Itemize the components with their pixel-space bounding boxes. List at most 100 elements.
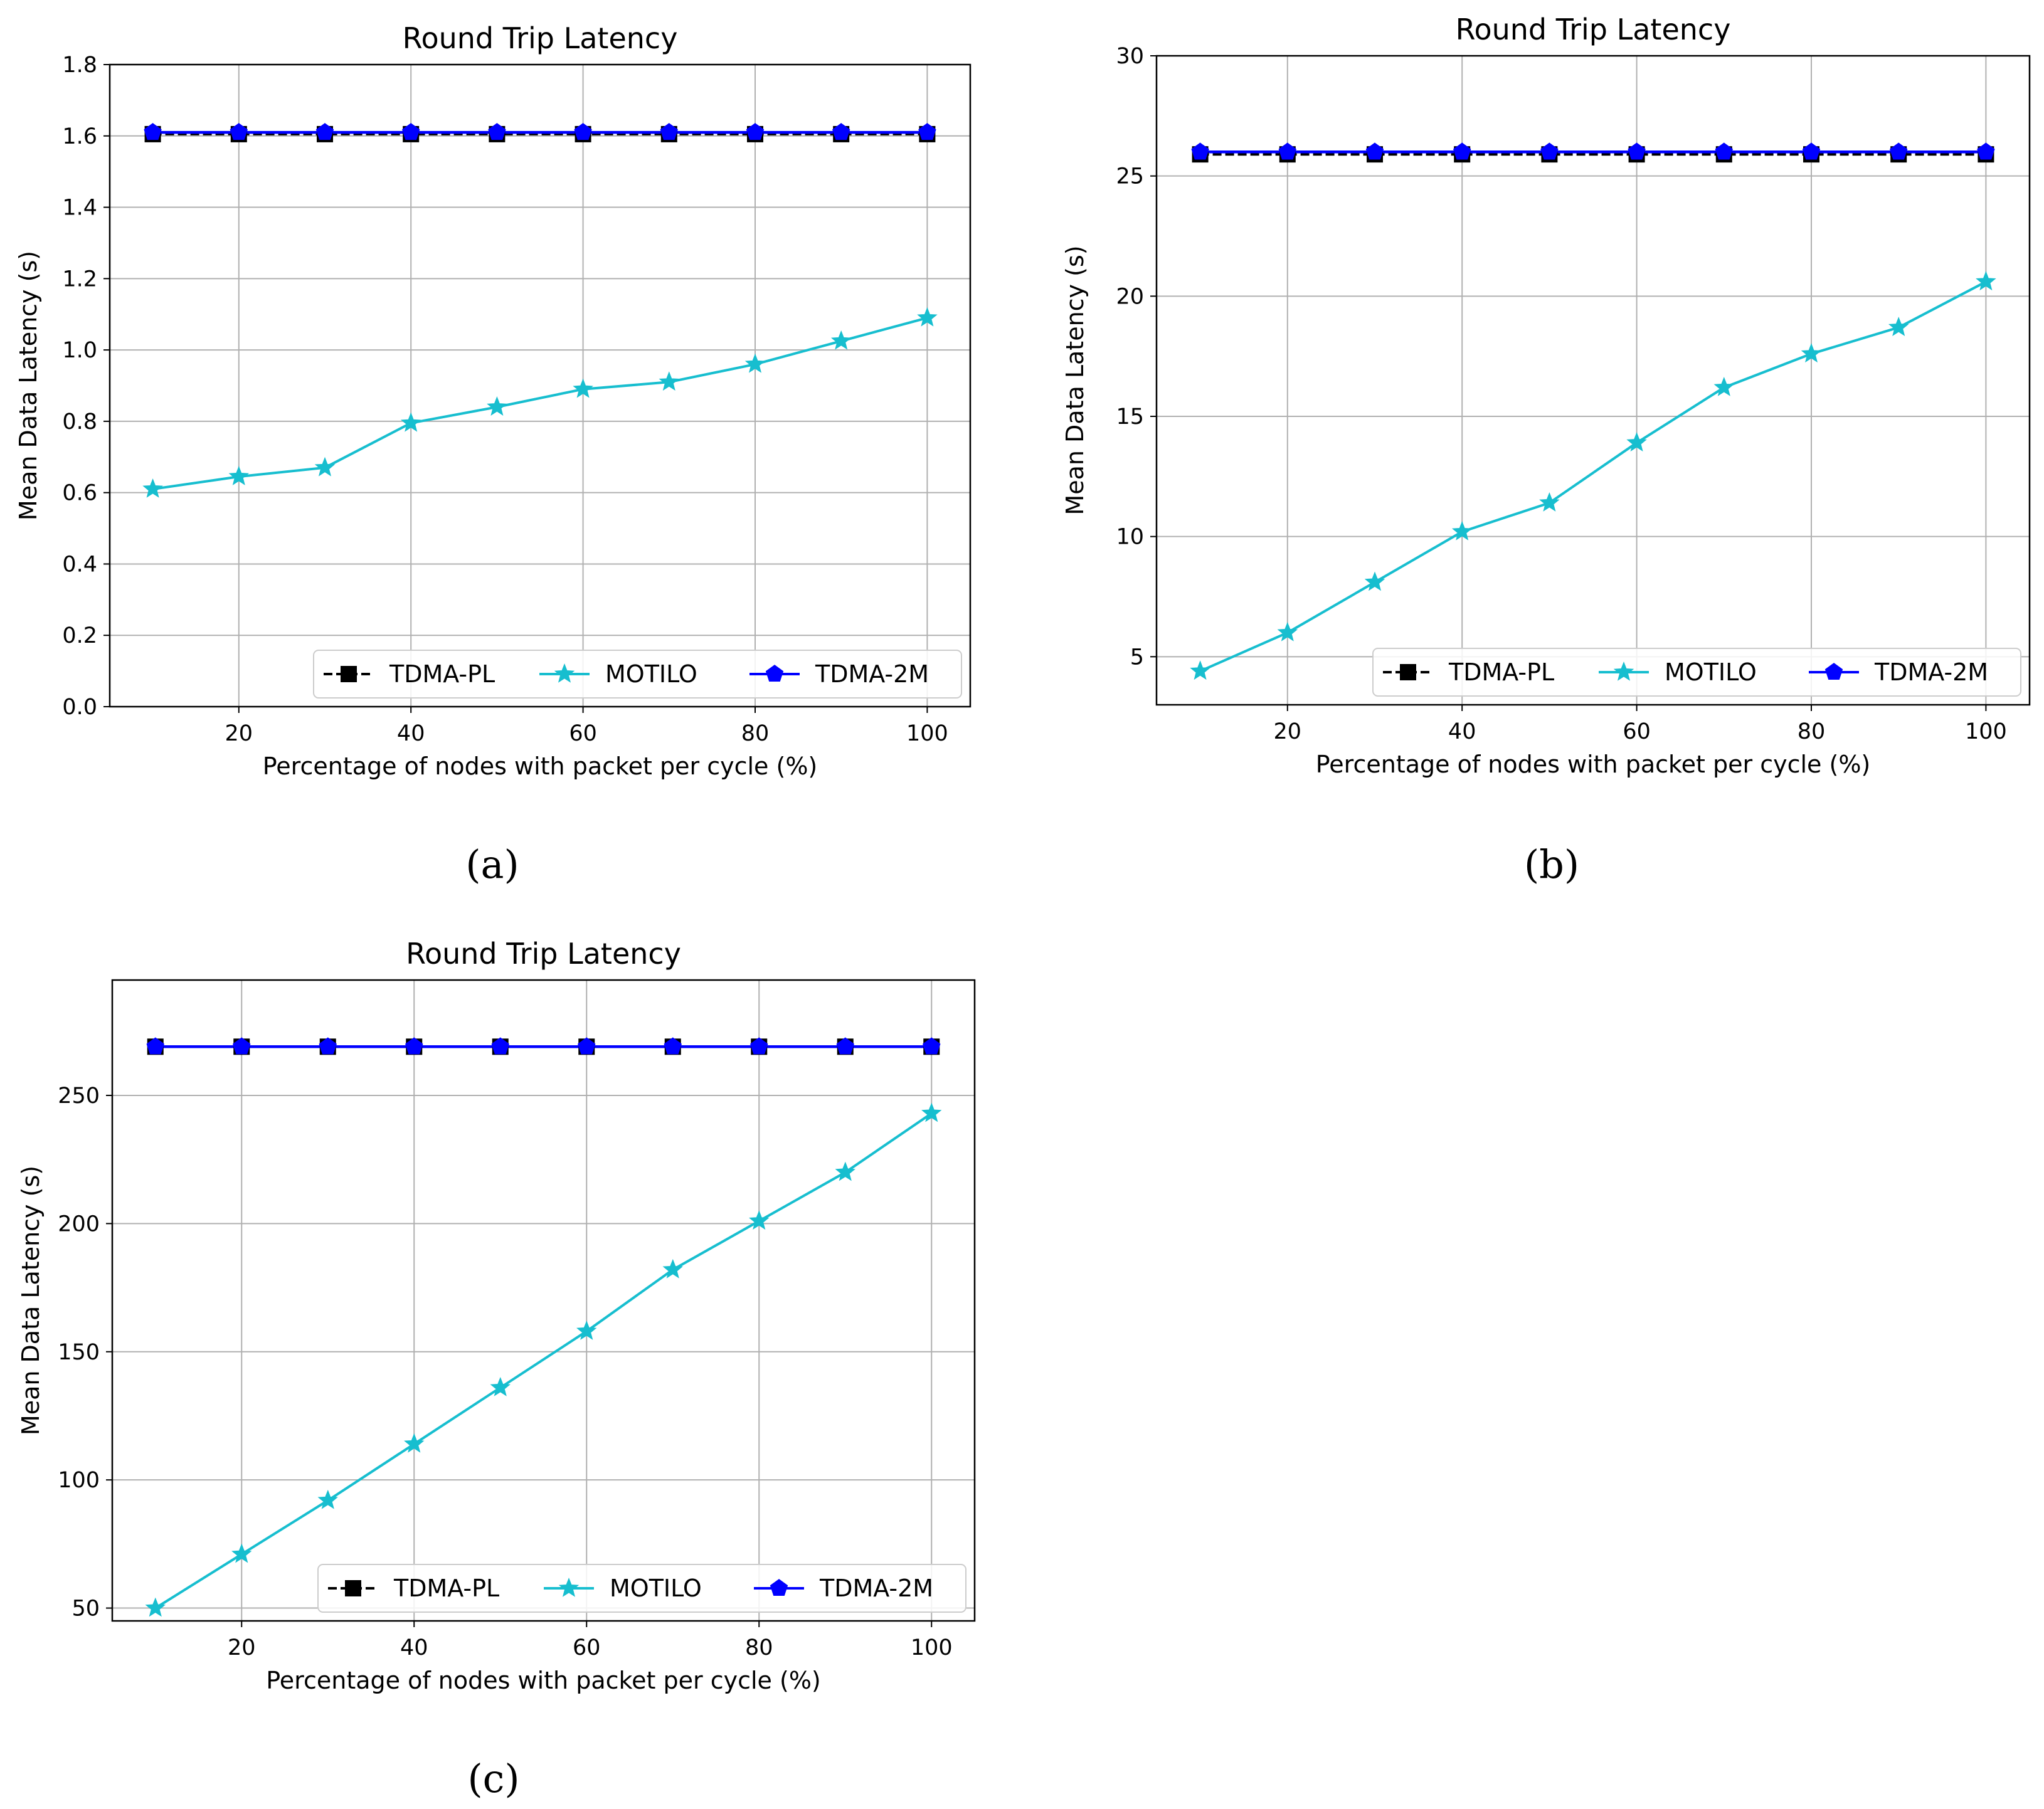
data-point-motilo <box>1888 317 1909 336</box>
y-axis-label: Mean Data Latency (s) <box>17 1166 45 1435</box>
x-tick-label: 60 <box>569 721 597 746</box>
legend-box <box>1372 648 2021 697</box>
data-point-motilo <box>404 1433 425 1453</box>
chart-panel-a: 20 40 60 80 100 0.0 0.2 0.4 0.6 0.8 1.0 1.2 1.4 1.6 1.… <box>14 21 972 887</box>
data-point-tdma-2m <box>144 123 162 140</box>
legend-marker-motilo <box>554 663 575 683</box>
data-point-tdma-2m <box>146 1037 164 1055</box>
y-tick-label: 1.6 <box>62 124 97 149</box>
x-axis-label: Percentage of nodes with packet per cycl… <box>1316 751 1871 778</box>
data-point-motilo <box>921 1102 942 1122</box>
data-point-motilo <box>142 478 163 498</box>
data-point-motilo <box>573 378 593 398</box>
x-tick-label: 80 <box>745 1635 773 1660</box>
y-tick-label: 0.6 <box>62 481 97 506</box>
data-point-tdma-2m <box>664 1037 682 1055</box>
data-point-motilo <box>662 1258 683 1279</box>
data-point-tdma-2m <box>491 1037 509 1055</box>
data-point-tdma-2m <box>750 1037 768 1055</box>
x-tick-label: 60 <box>573 1635 601 1660</box>
data-point-tdma-2m <box>233 1037 251 1055</box>
legend-marker-tdma-2m <box>1824 663 1843 680</box>
data-point-tdma-2m <box>1278 142 1296 160</box>
legend: TDMA-PL MOTILO TDMA-2M <box>317 1564 966 1613</box>
chart-title: Round Trip Latency <box>1456 13 1731 46</box>
chart-panel-c: 20 40 60 80 100 50 100 150 200 250 Round Trip Late… <box>17 937 976 1801</box>
data-point-motilo <box>744 353 766 373</box>
data-point-tdma-2m <box>405 1037 423 1055</box>
y-tick-label: 15 <box>1116 404 1144 430</box>
data-point-motilo <box>145 1597 166 1617</box>
legend-label: MOTILO <box>610 1574 702 1602</box>
legend-label: MOTILO <box>605 660 697 688</box>
legend-marker-motilo <box>558 1577 580 1597</box>
data-point-tdma-2m <box>319 1037 337 1055</box>
data-point-tdma-2m <box>1802 142 1821 160</box>
y-axis-label: Mean Data Latency (s) <box>1061 245 1089 515</box>
x-axis-label: Percentage of nodes with packet per cycl… <box>266 1667 821 1694</box>
legend-box <box>313 650 962 699</box>
plot-frame <box>111 979 976 1622</box>
panel-caption: (a) <box>465 841 519 887</box>
data-point-tdma-2m <box>836 1037 854 1055</box>
x-tick-label: 80 <box>741 721 770 746</box>
data-point-tdma-2m <box>1365 142 1384 160</box>
data-point-motilo <box>228 466 250 485</box>
data-point-tdma-2m <box>746 123 765 140</box>
data-point-motilo <box>400 412 421 432</box>
data-point-tdma-2m <box>1540 142 1559 160</box>
data-point-motilo <box>1801 343 1822 363</box>
x-tick-label: 20 <box>228 1635 256 1660</box>
y-tick-label: 50 <box>71 1596 100 1622</box>
legend: TDMA-PL MOTILO TDMA-2M <box>1372 648 2021 697</box>
data-point-motilo <box>1626 432 1647 451</box>
legend-label: TDMA-2M <box>815 660 929 688</box>
y-tick-label: 250 <box>58 1084 100 1109</box>
series-line-motilo <box>1199 280 1987 673</box>
data-point-motilo <box>1539 492 1560 512</box>
x-tick-label: 100 <box>1965 719 2007 744</box>
y-tick-label: 0.4 <box>62 552 97 577</box>
chart-panel-b: 20 40 60 80 100 5 10 15 20 25 30 Round Trip Latency… <box>1061 13 2031 887</box>
panel-caption: (b) <box>1524 841 1579 887</box>
chart-title: Round Trip Latency <box>403 21 678 55</box>
data-point-motilo <box>749 1210 770 1230</box>
data-point-motilo <box>659 371 680 391</box>
data-point-motilo <box>830 330 852 350</box>
data-point-tdma-2m <box>1977 142 1995 160</box>
data-point-tdma-2m <box>923 1037 941 1055</box>
y-tick-label: 0.0 <box>62 695 97 720</box>
data-point-tdma-2m <box>918 123 936 140</box>
legend: TDMA-PL MOTILO TDMA-2M <box>313 650 962 699</box>
y-tick-label: 1.8 <box>62 53 97 78</box>
series-line-motilo <box>152 316 928 490</box>
y-tick-label: 1.0 <box>62 338 97 363</box>
data-point-tdma-2m <box>1628 142 1646 160</box>
x-tick-label: 40 <box>400 1635 428 1660</box>
y-axis-label: Mean Data Latency (s) <box>14 251 42 520</box>
data-point-motilo <box>1277 621 1298 641</box>
data-point-tdma-2m <box>1715 142 1733 160</box>
x-tick-label: 100 <box>906 721 948 746</box>
data-point-tdma-2m <box>574 123 592 140</box>
plot-frame <box>1155 55 2031 706</box>
data-point-motilo <box>1713 376 1735 396</box>
y-tick-label: 0.2 <box>62 623 97 648</box>
y-tick-label: 1.4 <box>62 196 97 221</box>
data-point-tdma-2m <box>1191 142 1209 160</box>
data-point-tdma-2m <box>315 123 334 140</box>
x-tick-label: 20 <box>225 721 253 746</box>
data-point-motilo <box>576 1321 597 1340</box>
legend-label: TDMA-2M <box>1874 658 1988 686</box>
y-tick-label: 1.2 <box>62 266 97 292</box>
data-point-motilo <box>487 396 507 416</box>
x-tick-label: 100 <box>911 1635 953 1660</box>
data-point-motilo <box>317 1489 338 1509</box>
legend-label: TDMA-PL <box>389 660 495 688</box>
data-point-motilo <box>490 1376 511 1396</box>
data-point-motilo <box>1364 571 1385 591</box>
data-point-tdma-2m <box>230 123 248 140</box>
y-tick-label: 20 <box>1116 284 1144 309</box>
legend-marker-tdma-2m <box>770 1579 788 1596</box>
